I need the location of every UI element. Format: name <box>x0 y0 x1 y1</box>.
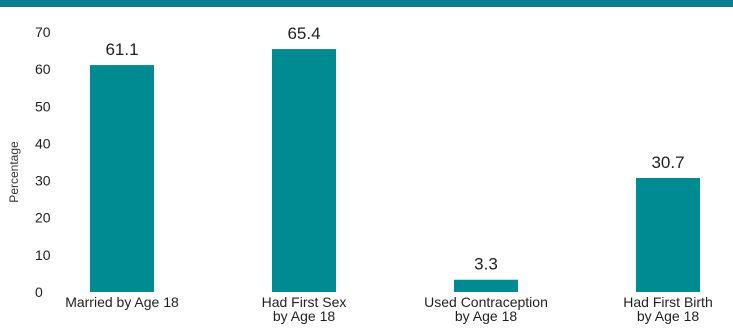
bar <box>272 49 336 293</box>
y-tick-label: 60 <box>35 61 51 77</box>
category-label: Had First Birth <box>623 294 712 310</box>
category-label: by Age 18 <box>637 308 699 324</box>
category-label: Used Contraception <box>424 294 548 310</box>
bar <box>90 65 154 292</box>
category-label: by Age 18 <box>455 308 517 324</box>
bar-value-label: 61.1 <box>105 40 138 59</box>
y-tick-label: 10 <box>35 247 51 263</box>
y-tick-label: 50 <box>35 98 51 114</box>
bar <box>454 279 518 292</box>
bar-value-label: 3.3 <box>474 255 498 274</box>
bar-value-label: 65.4 <box>287 24 320 43</box>
y-axis-ticks: 0 10 20 30 40 50 60 70 <box>35 24 51 300</box>
category-label: Had First Sex <box>262 294 347 310</box>
category-label: by Age 18 <box>273 308 335 324</box>
bar <box>636 177 700 292</box>
y-axis-title: Percentage <box>7 141 21 203</box>
y-tick-label: 0 <box>35 284 43 300</box>
bar-value-label: 30.7 <box>651 153 684 172</box>
y-tick-label: 30 <box>35 173 51 189</box>
y-tick-label: 70 <box>35 24 51 40</box>
y-tick-label: 40 <box>35 135 51 151</box>
bars <box>90 49 700 293</box>
data-labels: 61.1 65.4 3.3 30.7 <box>105 24 684 274</box>
top-accent-band <box>0 0 733 7</box>
category-label: Married by Age 18 <box>65 294 179 310</box>
y-tick-label: 20 <box>35 210 51 226</box>
